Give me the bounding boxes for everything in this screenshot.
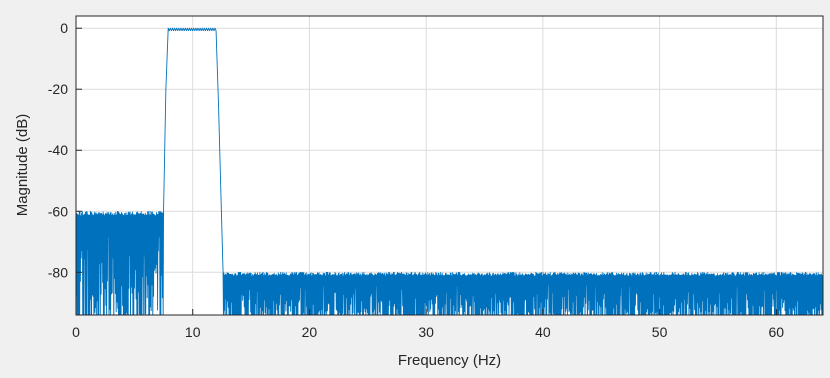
y-tick-label: -80 <box>48 264 68 280</box>
x-tick-label: 30 <box>418 324 434 340</box>
y-tick-label: 0 <box>60 20 68 36</box>
plot-area <box>76 16 823 315</box>
x-tick-label: 20 <box>302 324 318 340</box>
y-tick-label: -60 <box>48 203 68 219</box>
x-tick-label: 10 <box>185 324 201 340</box>
y-tick-label: -20 <box>48 81 68 97</box>
magnitude-series <box>76 27 823 315</box>
x-tick-label: 0 <box>72 324 80 340</box>
x-tick-label: 50 <box>652 324 668 340</box>
x-tick-label: 60 <box>769 324 785 340</box>
x-axis-label: Frequency (Hz) <box>398 352 501 369</box>
y-axis-label: Magnitude (dB) <box>14 114 31 217</box>
axes-box <box>75 15 824 316</box>
magnitude-line <box>76 27 823 315</box>
y-tick-label: -40 <box>48 142 68 158</box>
axis-ticks: 0 10 20 30 40 50 60 0 -20 -40 -60 -80 <box>48 20 785 340</box>
x-tick-label: 40 <box>535 324 551 340</box>
